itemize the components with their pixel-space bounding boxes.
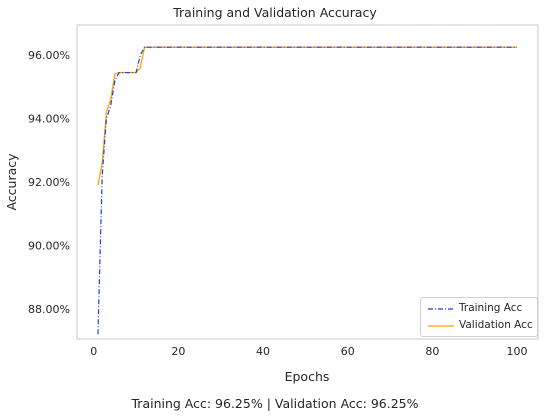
x-axis-ticks: 0 20 40 60 80 100 [90, 345, 527, 358]
validation-acc-line [97, 46, 518, 186]
legend-label-validation: Validation Acc [459, 319, 533, 331]
x-tick-label: 60 [341, 345, 355, 358]
accuracy-summary-caption: Training Acc: 96.25% | Validation Acc: 9… [131, 396, 419, 411]
x-axis-label: Epochs [285, 369, 330, 384]
chart-legend: Training Acc Validation Acc [420, 297, 538, 337]
y-tick-label: 94.00% [28, 113, 70, 126]
legend-swatch-training [428, 308, 454, 310]
x-tick-label: 40 [256, 345, 270, 358]
series-lines [97, 46, 518, 335]
legend-item-training: Training Acc [421, 301, 537, 317]
y-tick-label: 90.00% [28, 239, 70, 252]
legend-item-validation: Validation Acc [421, 318, 537, 334]
y-tick-label: 92.00% [28, 176, 70, 189]
legend-swatch-validation [428, 325, 454, 327]
y-axis-label: Accuracy [4, 153, 19, 211]
y-tick-label: 88.00% [28, 303, 70, 316]
y-tick-label: 96.00% [28, 49, 70, 62]
chart-title: Training and Validation Accuracy [173, 5, 377, 20]
legend-label-training: Training Acc [459, 302, 523, 314]
x-tick-label: 20 [171, 345, 185, 358]
training-acc-line [97, 46, 518, 335]
x-tick-label: 80 [425, 345, 439, 358]
x-tick-label: 0 [90, 345, 97, 358]
x-tick-label: 100 [507, 345, 528, 358]
y-axis-ticks: 88.00% 90.00% 92.00% 94.00% 96.00% [28, 49, 70, 316]
plot-area-frame [76, 24, 539, 340]
